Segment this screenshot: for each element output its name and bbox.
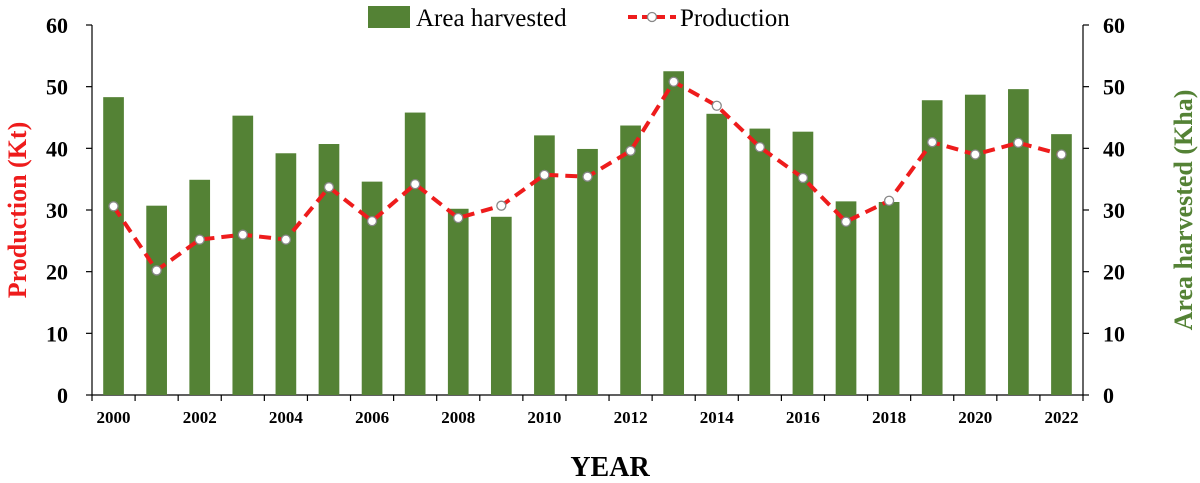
bar-area-harvested	[189, 179, 211, 395]
legend-swatch-area-harvested	[368, 6, 410, 28]
legend-label-area-harvested: Area harvested	[416, 5, 567, 32]
tick-labels: 0 10 20 30 40 50 60 0 10 20 30 40 50 60 2000 2002 2004 20…	[46, 13, 1125, 427]
y-left-tick-label: 10	[46, 321, 68, 346]
production-point	[797, 172, 809, 184]
x-tick-label: 2014	[700, 408, 735, 427]
bar-area-harvested	[792, 131, 814, 395]
production-point	[323, 182, 335, 193]
production-point	[366, 215, 378, 227]
y-right-tick-label: 10	[1103, 321, 1125, 346]
bar-area-harvested	[490, 216, 512, 395]
production-point	[668, 76, 679, 87]
x-tick-label: 2018	[872, 408, 906, 427]
bar-area-harvested	[361, 181, 383, 395]
bar-area-harvested	[447, 208, 469, 395]
x-tick-label: 2022	[1044, 408, 1078, 427]
y-right-tick-label: 60	[1103, 13, 1125, 38]
bar-area-harvested	[404, 112, 426, 396]
production-point	[410, 178, 421, 190]
legend-label-production: Production	[680, 5, 790, 32]
bar-area-harvested	[1051, 134, 1072, 395]
production-point	[539, 169, 550, 181]
y-left-tick-label: 0	[57, 383, 68, 408]
bar-area-harvested	[921, 100, 943, 395]
bar-series-area-harvested	[103, 71, 1072, 396]
y-left-tick-label: 50	[46, 75, 68, 100]
x-tick-label: 2006	[355, 408, 389, 427]
bar-area-harvested	[835, 201, 857, 395]
y-right-tick-label: 0	[1103, 383, 1114, 408]
x-tick-label: 2016	[786, 408, 820, 427]
production-point	[194, 234, 205, 245]
line-series-production	[108, 76, 1067, 276]
x-tick-label: 2002	[183, 408, 217, 427]
y-left-tick-label: 30	[46, 198, 68, 223]
production-point	[711, 100, 722, 111]
legend-swatch-production-marker	[646, 11, 658, 23]
y-right-tick-label: 20	[1103, 260, 1125, 285]
production-point	[151, 265, 162, 276]
production-point	[970, 149, 981, 160]
production-point	[625, 145, 636, 156]
bar-area-harvested	[878, 201, 900, 395]
production-point	[1056, 149, 1067, 160]
bar-area-harvested	[534, 135, 555, 395]
y-left-tick-label: 60	[46, 13, 68, 38]
production-point	[453, 212, 464, 224]
y-left-axis-title: Production (Kt)	[3, 122, 32, 298]
production-point	[582, 171, 593, 182]
bar-area-harvested	[964, 94, 986, 395]
bar-area-harvested	[103, 97, 124, 396]
x-tick-label: 2012	[614, 408, 648, 427]
x-tick-label: 2020	[958, 408, 992, 427]
production-point	[840, 216, 852, 227]
production-point	[280, 234, 292, 245]
x-axis-title: YEAR	[570, 452, 650, 483]
production-point	[927, 137, 938, 148]
bar-area-harvested	[275, 153, 297, 395]
production-point	[237, 229, 248, 240]
bar-area-harvested	[1008, 89, 1029, 395]
bar-area-harvested	[749, 128, 771, 395]
x-tick-label: 2010	[527, 408, 561, 427]
bar-area-harvested	[663, 71, 685, 395]
production-point	[1013, 137, 1024, 148]
production-point	[496, 200, 507, 211]
production-point	[108, 201, 119, 212]
y-right-tick-label: 50	[1103, 75, 1125, 100]
y-right-tick-label: 40	[1103, 136, 1125, 161]
y-left-tick-label: 20	[46, 260, 68, 285]
bar-area-harvested	[146, 205, 167, 395]
x-tick-label: 2000	[97, 408, 131, 427]
bar-area-harvested	[232, 115, 254, 396]
y-right-axis-title: Area harvested (Kha)	[1169, 90, 1198, 331]
x-tick-label: 2004	[269, 408, 304, 427]
legend: Area harvested Production	[368, 5, 790, 32]
y-right-tick-label: 30	[1103, 198, 1125, 223]
production-point	[883, 195, 895, 206]
y-left-tick-label: 40	[46, 136, 68, 161]
bar-area-harvested	[620, 125, 641, 396]
bar-area-harvested	[706, 113, 728, 396]
bar-area-harvested	[577, 148, 598, 395]
x-tick-label: 2008	[441, 408, 475, 427]
production-point	[754, 141, 765, 153]
bar-area-harvested	[318, 144, 340, 395]
